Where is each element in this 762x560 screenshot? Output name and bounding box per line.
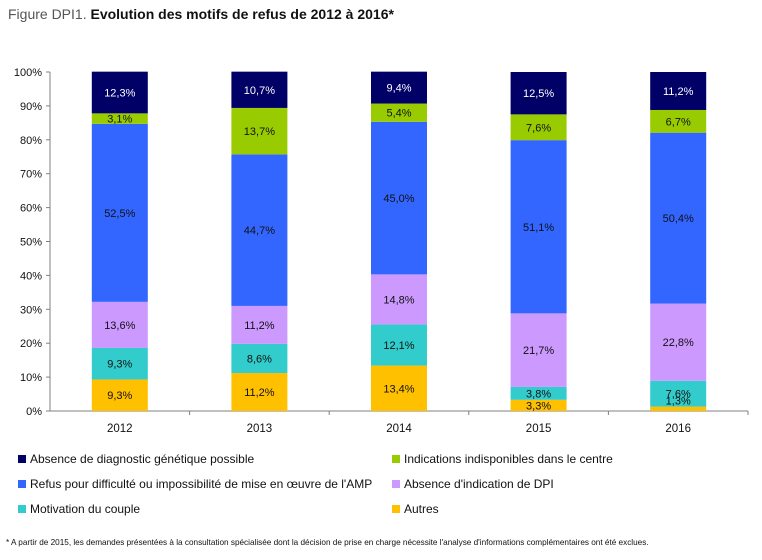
- y-tick-label: 0%: [26, 406, 42, 418]
- bar-segment: [371, 324, 427, 366]
- bar-segment: [650, 132, 707, 304]
- legend-label: Motivation du couple: [30, 502, 141, 516]
- data-label: 9,3%: [107, 390, 132, 402]
- legend-swatch: [18, 505, 26, 513]
- data-label: 21,7%: [523, 345, 554, 357]
- data-label: 22,8%: [663, 337, 694, 349]
- legend-swatch: [18, 480, 26, 488]
- legend-label: Indications indisponibles dans le centre: [404, 452, 613, 466]
- data-label: 13,7%: [244, 126, 275, 138]
- bar-segment: [510, 313, 567, 387]
- y-tick-label: 20%: [20, 338, 42, 350]
- data-label: 51,1%: [523, 222, 554, 234]
- chart-title: Figure DPI1. Evolution des motifs de ref…: [8, 6, 394, 22]
- legend-swatch: [392, 505, 400, 513]
- data-label: 10,7%: [244, 85, 275, 97]
- legend-label: Refus pour difficulté ou impossibilité d…: [30, 477, 373, 491]
- data-label: 45,0%: [383, 193, 414, 205]
- bar-segment: [371, 121, 427, 275]
- footnote: * A partir de 2015, les demandes présent…: [6, 538, 649, 547]
- figure-number: Figure DPI1.: [8, 6, 87, 22]
- data-label: 11,2%: [244, 320, 275, 332]
- bar-segment: [231, 343, 288, 374]
- y-tick-label: 60%: [20, 203, 42, 215]
- bar-segment: [91, 347, 148, 380]
- legend-swatch: [392, 455, 400, 463]
- data-label: 11,2%: [663, 86, 694, 98]
- y-tick-label: 100%: [14, 67, 42, 79]
- data-label: 3,1%: [107, 114, 132, 126]
- y-tick-label: 70%: [20, 169, 42, 181]
- legend-item-absence-indication: Absence d'indication de DPI: [392, 477, 554, 491]
- data-label: 12,3%: [104, 88, 135, 100]
- bar-segment: [91, 379, 148, 411]
- data-label: 9,3%: [107, 359, 132, 371]
- legend-item-motivation-couple: Motivation du couple: [18, 502, 140, 516]
- data-label: 7,6%: [526, 122, 551, 134]
- bar-segment: [231, 305, 288, 344]
- data-label: 12,5%: [523, 88, 554, 100]
- bar-segment: [231, 154, 288, 306]
- bar-segment: [510, 72, 567, 115]
- bar-segment: [650, 380, 707, 407]
- x-tick-label: 2012: [107, 423, 133, 435]
- legend-item-absence-diagnostic: Absence de diagnostic génétique possible: [18, 452, 254, 466]
- bar-segment: [231, 107, 288, 155]
- y-tick-label: 50%: [20, 237, 42, 249]
- data-label: 14,8%: [383, 294, 414, 306]
- data-label: 13,4%: [383, 383, 414, 395]
- y-tick-label: 10%: [20, 372, 42, 384]
- y-tick-label: 40%: [20, 270, 42, 282]
- data-label: 7,6%: [666, 389, 691, 401]
- data-label: 50,4%: [663, 213, 694, 225]
- stacked-bar-chart: 0% 10% 20% 30% 40% 50% 60% 70% 80% 90% 100% 2012 201…: [14, 67, 749, 435]
- bar-segment: [650, 406, 707, 411]
- data-label: 12,1%: [383, 340, 414, 352]
- data-label: 3,3%: [526, 400, 551, 412]
- bar-segment: [231, 373, 288, 411]
- legend-item-refus-amp: Refus pour difficulté ou impossibilité d…: [18, 477, 372, 491]
- bar-segment: [650, 303, 707, 381]
- data-label: 8,6%: [247, 353, 272, 365]
- x-tick-label: 2016: [665, 423, 691, 435]
- legend-item-autres: Autres: [392, 502, 439, 516]
- bar-segment: [650, 109, 707, 133]
- bar-segment: [510, 399, 567, 411]
- bar-segment: [371, 365, 427, 411]
- data-label: 11,2%: [244, 387, 275, 399]
- data-label: 9,4%: [386, 83, 411, 95]
- figure-title: Evolution des motifs de refus de 2012 à …: [90, 6, 394, 22]
- x-tick-label: 2014: [386, 423, 412, 435]
- legend-item-indications-indisponibles: Indications indisponibles dans le centre: [392, 452, 613, 466]
- bar-segment: [91, 113, 148, 124]
- bar-segment: [91, 301, 148, 348]
- data-label: 13,6%: [104, 320, 135, 332]
- data-label: 44,7%: [244, 225, 275, 237]
- bar-segment: [371, 71, 427, 104]
- data-label: 52,5%: [104, 208, 135, 220]
- data-label: 5,4%: [386, 108, 411, 120]
- x-tick-label: 2013: [247, 423, 273, 435]
- legend-label: Autres: [404, 502, 439, 516]
- bar-segment: [91, 71, 148, 114]
- data-label: 1,3%: [666, 396, 691, 408]
- bar-segment: [510, 386, 567, 400]
- legend-label: Absence d'indication de DPI: [404, 477, 554, 491]
- data-label: 3,8%: [526, 388, 551, 400]
- bar-segment: [510, 114, 567, 141]
- bar-segment: [371, 274, 427, 325]
- y-tick-label: 30%: [20, 304, 42, 316]
- y-tick-label: 90%: [20, 101, 42, 113]
- bar-segment: [231, 71, 288, 108]
- legend-swatch: [18, 455, 26, 463]
- legend-swatch: [392, 480, 400, 488]
- bar-segment: [91, 123, 148, 302]
- legend-label: Absence de diagnostic génétique possible: [30, 452, 255, 466]
- x-tick-label: 2015: [526, 423, 552, 435]
- bar-segment: [510, 140, 567, 314]
- y-tick-label: 80%: [20, 135, 42, 147]
- data-label: 6,7%: [666, 116, 691, 128]
- bar-segment: [371, 103, 427, 122]
- bar-segment: [650, 72, 707, 110]
